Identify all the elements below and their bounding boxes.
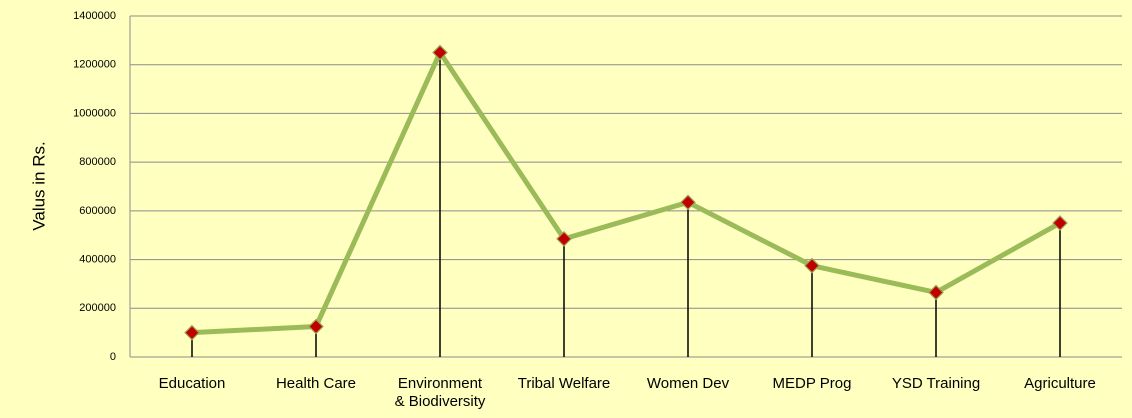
marker: [804, 257, 820, 274]
marker: [680, 194, 696, 211]
x-tick-label: MEDP Prog: [772, 375, 852, 392]
series-line: [191, 50, 1062, 336]
x-tick-label: Environment & Biodiversity: [394, 375, 486, 410]
x-tick-label: Women Dev: [646, 375, 730, 392]
y-axis-label: Valus in Rs.: [29, 141, 48, 230]
x-tick-label: Tribal Welfare: [517, 375, 611, 392]
marker: [184, 324, 200, 341]
x-tick-label: Health Care: [275, 375, 357, 392]
marker: [308, 318, 324, 335]
marker: [1052, 215, 1068, 231]
y-tick-label: 1400000: [73, 10, 116, 22]
x-tick-label: YSD Training: [891, 375, 981, 392]
x-tick-label: Agriculture: [1024, 375, 1096, 392]
marker: [556, 231, 572, 247]
marker: [928, 284, 944, 301]
y-tick-label: 1000000: [73, 107, 116, 119]
y-tick-label: 400000: [79, 253, 116, 265]
marker: [432, 44, 448, 61]
y-tick-label: 800000: [79, 156, 116, 168]
y-tick-label: 1200000: [73, 59, 116, 71]
y-tick-label: 0: [110, 351, 116, 363]
y-tick-label: 600000: [79, 205, 116, 217]
x-tick-label: Education: [158, 375, 226, 392]
y-tick-label: 200000: [79, 302, 116, 314]
